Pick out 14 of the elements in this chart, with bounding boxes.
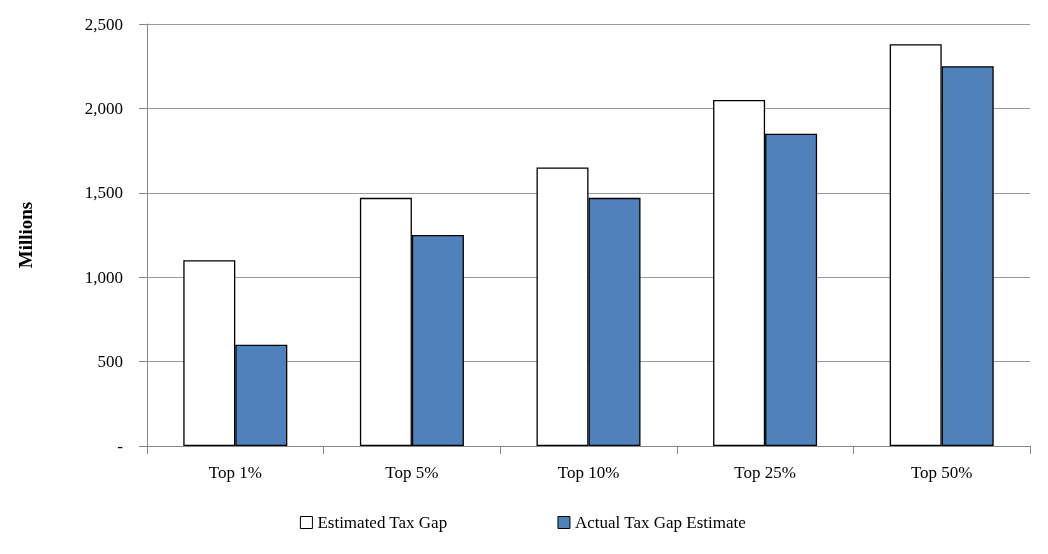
y-tick-label: 500	[97, 352, 123, 372]
legend-label: Actual Tax Gap Estimate	[574, 513, 746, 532]
y-tick-label: 1,500	[84, 183, 123, 203]
x-tick-label: Top 5%	[385, 463, 439, 482]
x-tick-label: Top 10%	[557, 463, 620, 482]
x-tick-label: Top 1%	[208, 463, 262, 482]
y-tick-label: 2,500	[84, 14, 123, 34]
y-axis-title: Millions	[15, 201, 36, 269]
legend-label: Estimated Tax Gap	[317, 513, 448, 532]
x-tick-label: Top 25%	[734, 463, 796, 482]
y-tick-label: 2,000	[84, 98, 123, 118]
x-tick-label: Top 50%	[910, 463, 973, 482]
y-tick-label: -	[117, 436, 124, 456]
y-tick-label: 1,000	[84, 267, 123, 287]
